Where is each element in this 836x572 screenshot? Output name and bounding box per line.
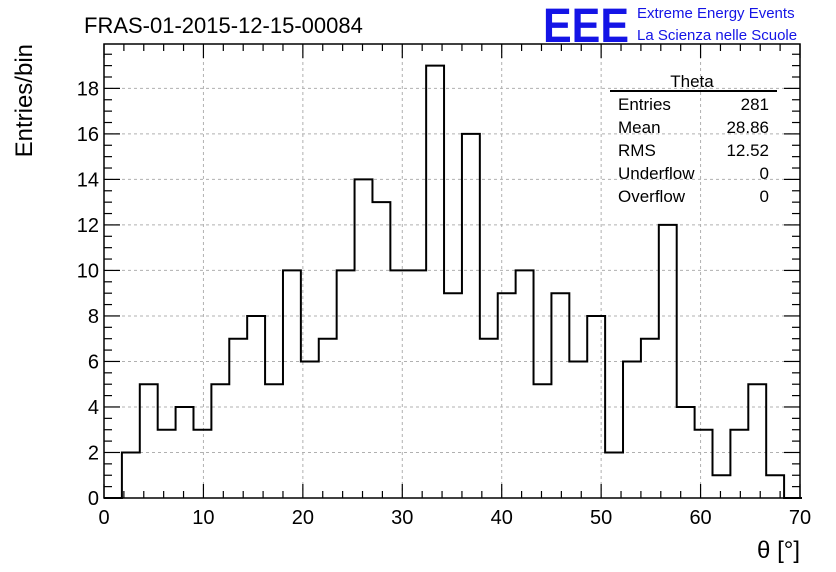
eee-logo: EEE Extreme Energy Events La Scienza nel… — [543, 0, 797, 53]
x-tick-label: 40 — [491, 507, 513, 529]
logo-mark: EEE — [543, 0, 629, 53]
histogram-bar — [211, 384, 229, 498]
stats-label: Entries — [618, 95, 671, 114]
histogram-bar — [641, 339, 659, 498]
histogram-bar — [229, 339, 247, 498]
y-axis-title: Entries/bin — [11, 44, 38, 157]
logo-line2: La Scienza nelle Scuole — [637, 27, 797, 44]
logo-line1: Extreme Energy Events — [637, 5, 795, 22]
histogram-bar — [301, 361, 319, 498]
histogram-bar — [695, 430, 713, 498]
histogram-bar — [337, 270, 355, 498]
stats-box: Theta Entries 281 Mean 28.86 RMS 12.52 Underfl… — [610, 72, 777, 206]
x-axis-title: θ [°] — [757, 537, 800, 564]
histogram-outline — [104, 64, 802, 499]
histogram-bar — [372, 202, 390, 498]
histogram-bar — [766, 475, 784, 498]
x-tick-label: 0 — [98, 507, 109, 529]
histogram-bar — [193, 430, 211, 498]
tick-labels: 0 10 20 30 40 50 60 70 0 2 4 6 8 10 12 14 16 18 — [77, 78, 811, 529]
histogram-bar — [713, 475, 731, 498]
x-tick-label: 20 — [292, 507, 314, 529]
histogram-bar — [122, 452, 140, 498]
stats-value: 0 — [760, 187, 769, 206]
histogram-bar — [426, 66, 444, 498]
y-tick-label: 4 — [88, 397, 99, 419]
histogram-bar — [283, 270, 301, 498]
histogram-bar — [605, 452, 623, 498]
stats-label: Underflow — [618, 164, 695, 183]
x-tick-label: 60 — [689, 507, 711, 529]
y-tick-label: 8 — [88, 306, 99, 328]
histogram-bar — [551, 293, 569, 498]
y-tick-label: 2 — [88, 442, 99, 464]
y-tick-label: 10 — [77, 260, 99, 282]
axis-ticks — [103, 44, 801, 499]
histogram-bar — [623, 361, 641, 498]
stats-value: 28.86 — [726, 118, 769, 137]
histogram-bar — [158, 430, 176, 498]
stats-label: Overflow — [618, 187, 686, 206]
x-tick-label: 30 — [391, 507, 413, 529]
histogram-bar — [677, 407, 695, 498]
y-tick-label: 18 — [77, 78, 99, 100]
y-tick-label: 16 — [77, 124, 99, 146]
stats-label: RMS — [618, 141, 656, 160]
x-tick-label: 50 — [590, 507, 612, 529]
stats-rows: Entries 281 Mean 28.86 RMS 12.52 Underflow 0 Ove… — [618, 95, 769, 206]
histogram-bar — [730, 430, 748, 498]
histogram-bar — [265, 384, 283, 498]
histogram-bar — [408, 270, 426, 498]
histogram-bar — [534, 384, 552, 498]
stats-value: 12.52 — [726, 141, 769, 160]
histogram-bar — [498, 293, 516, 498]
histogram-bar — [444, 293, 462, 498]
x-tick-label: 70 — [789, 507, 811, 529]
stats-title: Theta — [670, 72, 714, 91]
histogram-bar — [319, 339, 337, 498]
histogram-bar — [140, 384, 158, 498]
histogram-bar — [355, 179, 373, 498]
y-tick-label: 14 — [77, 169, 99, 191]
stats-value: 0 — [760, 164, 769, 183]
histogram-bar — [390, 270, 408, 498]
y-tick-label: 6 — [88, 351, 99, 373]
histogram-bar — [569, 361, 587, 498]
histogram-bar — [516, 270, 534, 498]
histogram-bar — [480, 339, 498, 498]
histogram-bar — [748, 384, 766, 498]
y-tick-label: 12 — [77, 215, 99, 237]
grid — [104, 44, 800, 498]
histogram-bars — [122, 66, 784, 498]
x-tick-label: 10 — [192, 507, 214, 529]
chart-title: FRAS-01-2015-12-15-00084 — [84, 13, 363, 38]
stats-label: Mean — [618, 118, 661, 137]
y-tick-label: 0 — [88, 488, 99, 510]
stats-value: 281 — [741, 95, 769, 114]
